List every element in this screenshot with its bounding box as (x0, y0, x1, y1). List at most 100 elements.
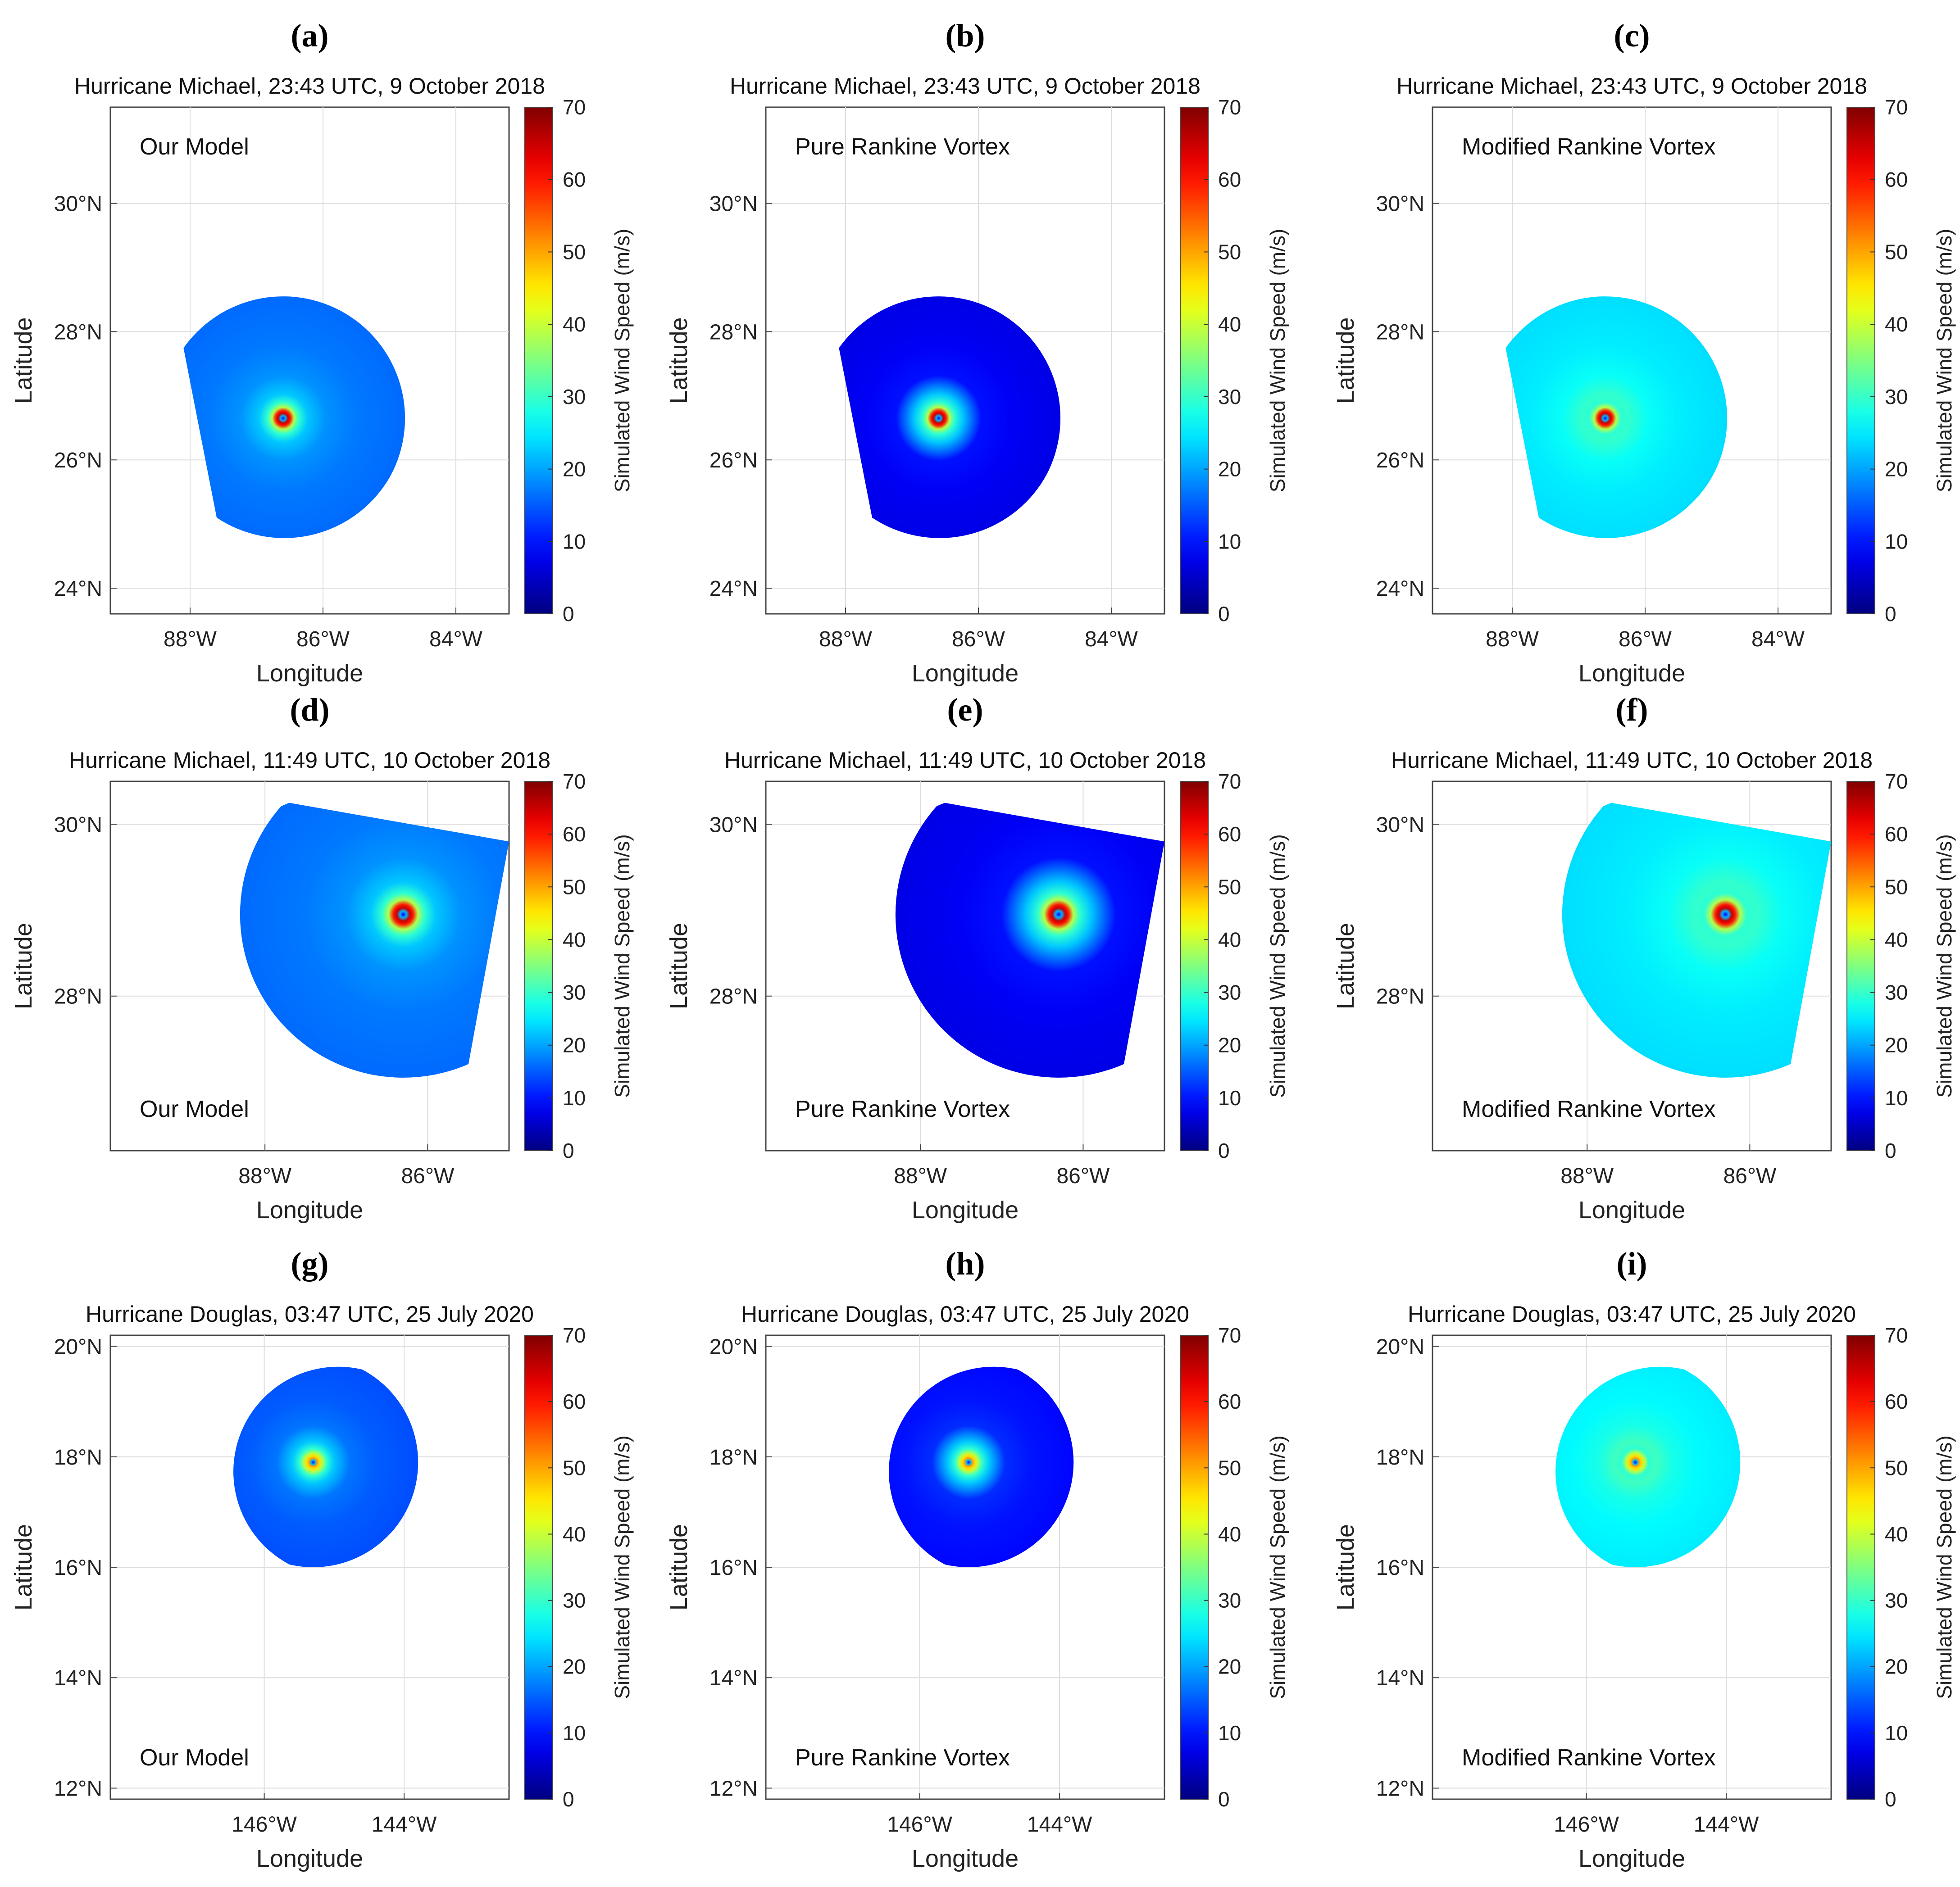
colorbar (1180, 1335, 1209, 1800)
colorbar-tick-label: 50 (1218, 240, 1241, 263)
x-axis-label: Longitude (912, 1197, 1019, 1224)
y-tick-label: 12°N (709, 1777, 758, 1801)
y-tick-label: 20°N (1376, 1335, 1424, 1359)
colorbar (524, 781, 553, 1151)
y-tick-label: 30°N (1376, 192, 1424, 216)
colorbar-tick-label: 50 (563, 1456, 586, 1479)
y-tick-label: 16°N (709, 1556, 758, 1580)
wind-field (889, 1366, 1074, 1568)
y-axis-label: Latitude (10, 317, 37, 404)
y-tick-label: 28°N (54, 320, 102, 344)
panel-letter: (c) (1614, 18, 1650, 54)
colorbar-tick-label: 70 (563, 1324, 586, 1347)
colorbar-tick-label: 60 (1218, 168, 1241, 191)
wind-field (1505, 296, 1728, 538)
colorbar-tick-label: 0 (1885, 602, 1896, 626)
chart-title: Hurricane Michael, 11:49 UTC, 10 October… (69, 748, 550, 773)
x-tick-label: 86°W (1619, 627, 1672, 651)
colorbar-tick-label: 0 (1218, 1787, 1230, 1811)
y-tick-label: 30°N (54, 192, 102, 216)
model-label: Pure Rankine Vortex (795, 1745, 1010, 1771)
x-tick-label: 146°W (232, 1813, 297, 1837)
colorbar-tick-label: 60 (563, 1390, 586, 1413)
colorbar (1180, 781, 1209, 1151)
chart-title: Hurricane Michael, 11:49 UTC, 10 October… (1391, 748, 1873, 773)
colorbar-tick-label: 70 (1218, 1324, 1241, 1347)
panel-letter: (h) (946, 1246, 985, 1282)
colorbar-tick-label: 10 (1885, 1086, 1908, 1110)
colorbar-tick-label: 20 (1885, 1034, 1908, 1057)
panel-letter: (b) (946, 18, 985, 54)
colorbar-tick-label: 0 (1885, 1787, 1896, 1811)
chart-title: Hurricane Michael, 11:49 UTC, 10 October… (724, 748, 1206, 773)
colorbar-label: Simulated Wind Speed (m/s) (610, 229, 634, 492)
y-tick-label: 30°N (1376, 813, 1424, 837)
x-tick-label: 86°W (952, 627, 1005, 651)
colorbar-tick-label: 30 (563, 385, 586, 408)
colorbar-tick-label: 70 (563, 770, 586, 793)
colorbar-tick-label: 20 (563, 1034, 586, 1057)
colorbar-tick-label: 30 (1885, 981, 1908, 1004)
colorbar-tick-label: 30 (1885, 385, 1908, 408)
x-tick-label: 84°W (1085, 627, 1138, 651)
y-tick-label: 26°N (1376, 449, 1424, 472)
colorbar-label: Simulated Wind Speed (m/s) (1933, 229, 1956, 492)
colorbar-tick-label: 40 (1218, 313, 1241, 336)
y-tick-label: 14°N (709, 1666, 758, 1690)
colorbar-tick-label: 0 (1218, 602, 1230, 626)
x-tick-label: 84°W (1751, 627, 1805, 651)
y-tick-label: 18°N (709, 1446, 758, 1470)
model-label: Our Model (140, 134, 249, 160)
colorbar-tick-label: 70 (1885, 95, 1908, 119)
colorbar-tick-label: 20 (1218, 458, 1241, 481)
colorbar-tick-label: 30 (1218, 1589, 1241, 1612)
y-tick-label: 24°N (54, 577, 102, 601)
model-label: Modified Rankine Vortex (1462, 134, 1716, 160)
colorbar-tick-label: 0 (563, 602, 574, 626)
x-tick-label: 88°W (238, 1164, 292, 1188)
x-tick-label: 86°W (1056, 1164, 1110, 1188)
colorbar-tick-label: 10 (563, 530, 586, 553)
model-label: Our Model (140, 1745, 249, 1771)
x-tick-label: 86°W (296, 627, 350, 651)
y-axis-label: Latitude (665, 317, 692, 404)
x-axis-label: Longitude (1578, 1197, 1685, 1224)
colorbar-tick-label: 50 (1218, 1456, 1241, 1479)
colorbar-tick-label: 40 (1885, 1522, 1908, 1546)
colorbar-tick-label: 30 (1885, 1589, 1908, 1612)
y-tick-label: 30°N (709, 192, 758, 216)
colorbar-tick-label: 20 (1218, 1655, 1241, 1678)
colorbar-tick-label: 70 (1885, 1324, 1908, 1347)
x-axis-label: Longitude (912, 660, 1019, 687)
y-tick-label: 28°N (709, 985, 758, 1009)
y-tick-label: 28°N (709, 320, 758, 344)
x-tick-label: 88°W (1486, 627, 1539, 651)
y-axis-label: Latitude (665, 923, 692, 1009)
panel-h: (h) Hurricane Douglas, 03:47 UTC, 25 July… (665, 1246, 1289, 1872)
y-tick-label: 12°N (54, 1777, 102, 1801)
colorbar-tick-label: 20 (563, 1655, 586, 1678)
y-axis-label: Latitude (10, 1524, 37, 1610)
y-tick-label: 18°N (1376, 1446, 1424, 1470)
y-tick-label: 24°N (1376, 577, 1424, 601)
colorbar-tick-label: 40 (563, 928, 586, 951)
x-tick-label: 84°W (429, 627, 483, 651)
panel-letter: (g) (291, 1246, 329, 1282)
colorbar-tick-label: 40 (563, 1522, 586, 1546)
x-axis-label: Longitude (912, 1845, 1019, 1872)
wind-field (233, 1366, 418, 1568)
y-tick-label: 26°N (54, 449, 102, 472)
colorbar-tick-label: 30 (563, 981, 586, 1004)
model-label: Pure Rankine Vortex (795, 134, 1010, 160)
x-axis-label: Longitude (256, 1197, 363, 1224)
colorbar-label: Simulated Wind Speed (m/s) (1266, 834, 1289, 1098)
colorbar (524, 1335, 553, 1800)
colorbar-tick-label: 0 (1218, 1139, 1230, 1162)
chart-title: Hurricane Douglas, 03:47 UTC, 25 July 20… (741, 1302, 1189, 1327)
colorbar-tick-label: 10 (1218, 530, 1241, 553)
colorbar-tick-label: 60 (563, 822, 586, 846)
y-tick-label: 16°N (1376, 1556, 1424, 1580)
y-tick-label: 18°N (54, 1446, 102, 1470)
y-tick-label: 28°N (54, 985, 102, 1009)
